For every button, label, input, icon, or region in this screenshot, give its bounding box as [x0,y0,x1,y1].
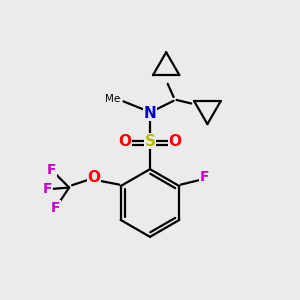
Text: Me: Me [105,94,121,104]
Text: F: F [51,201,61,215]
Text: F: F [42,182,52,196]
Text: O: O [88,170,101,185]
Text: O: O [118,134,131,149]
Text: F: F [200,170,209,184]
Text: F: F [47,163,56,177]
Text: N: N [144,106,156,121]
Text: methyl: methyl [117,98,122,99]
Text: O: O [169,134,182,149]
Text: S: S [145,134,155,149]
